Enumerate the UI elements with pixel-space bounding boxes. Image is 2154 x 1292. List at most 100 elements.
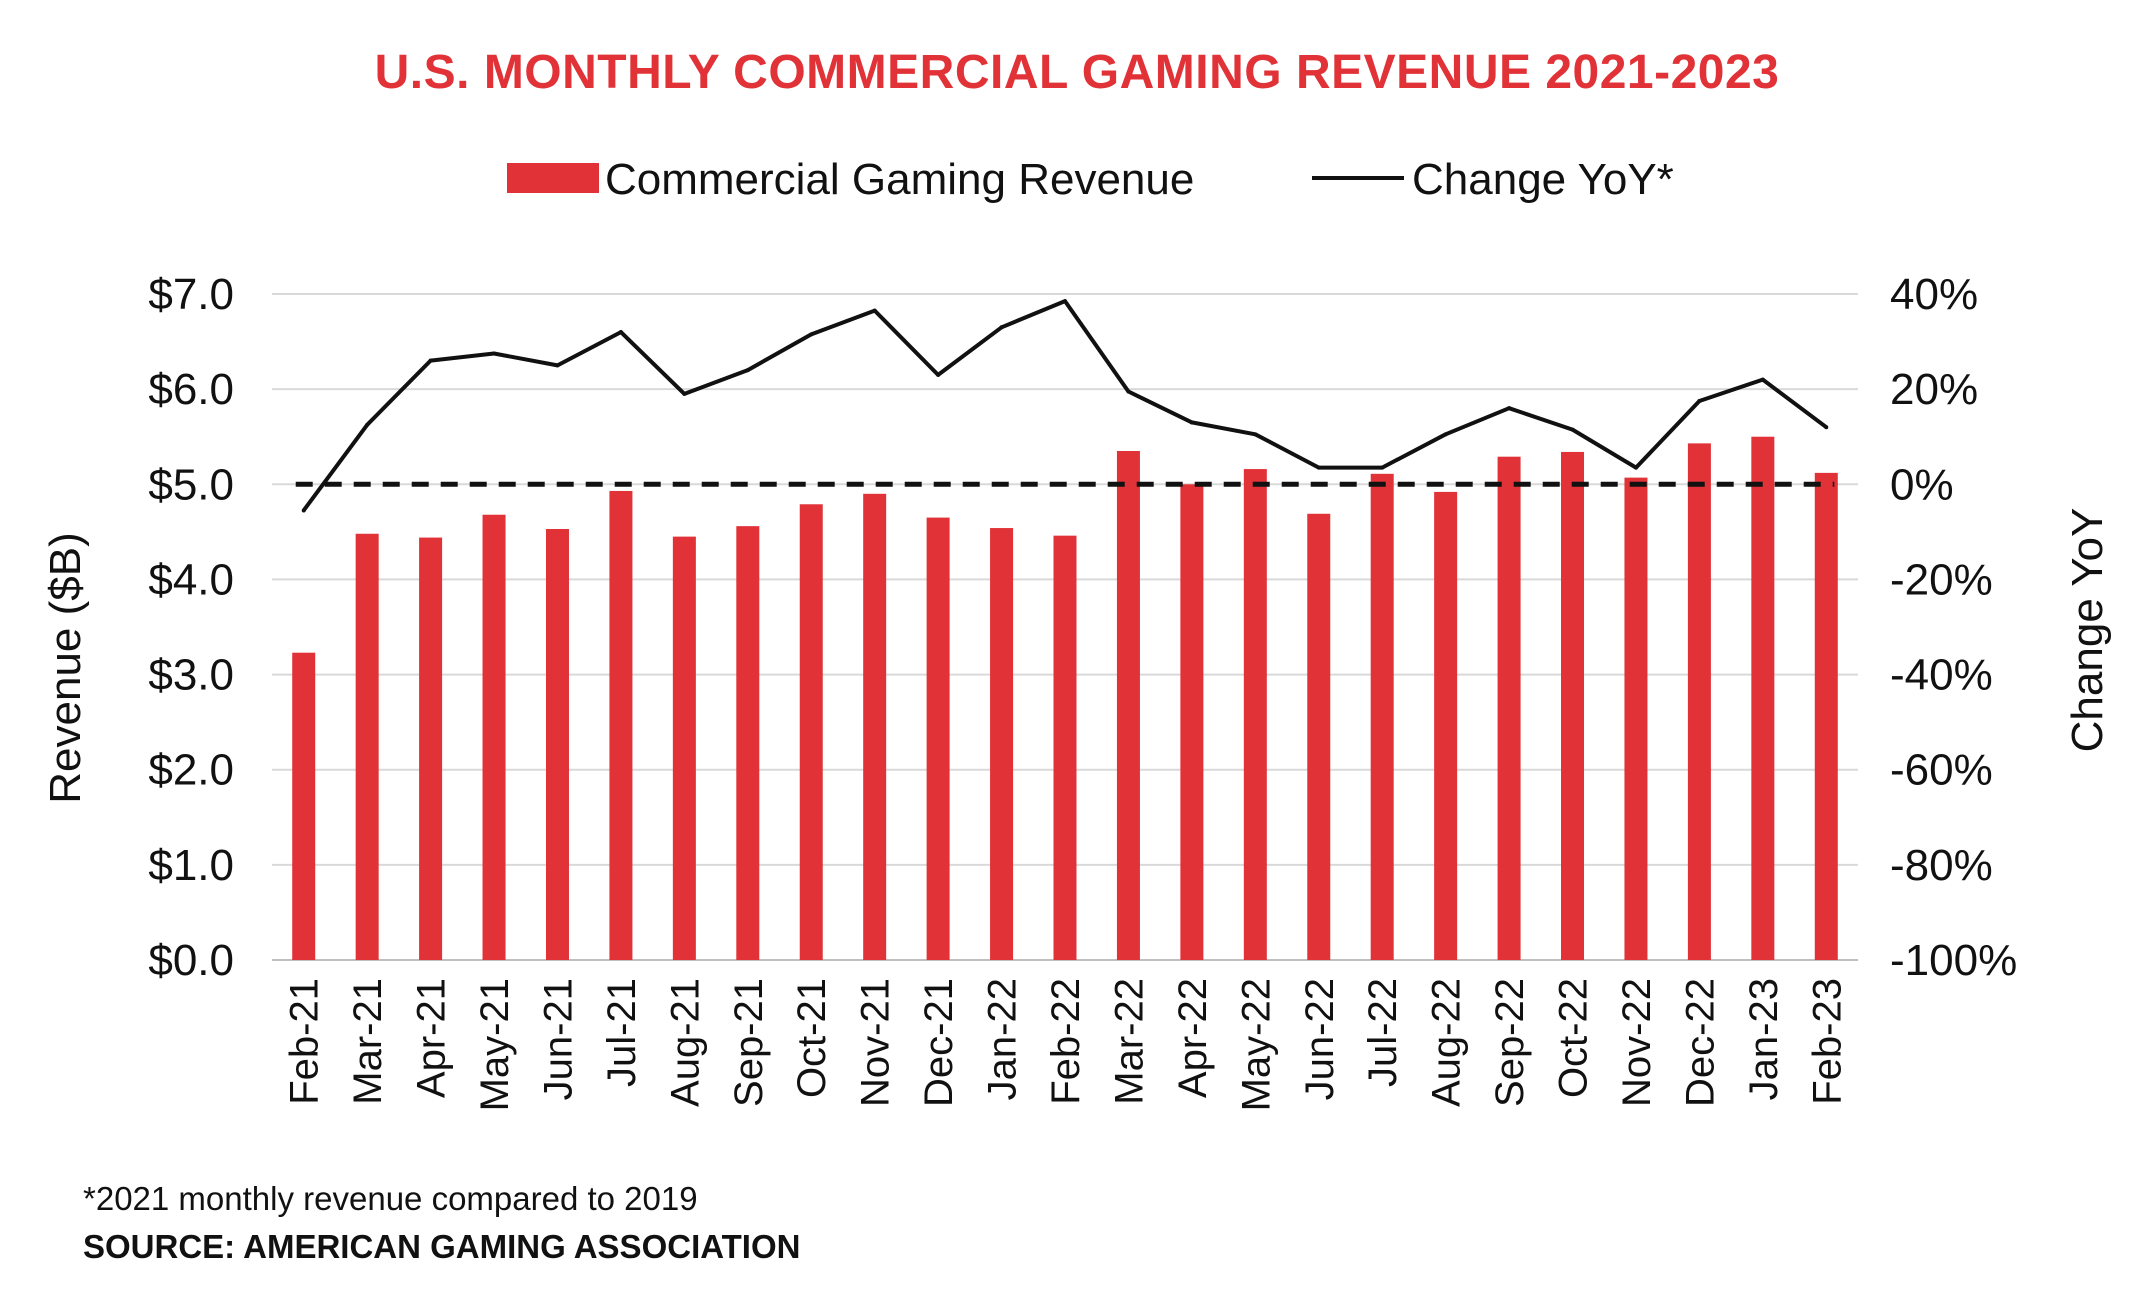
x-tick-label: Nov-22 (1615, 978, 1659, 1107)
left-axis-ticks: $0.0 $1.0 $2.0 $3.0 $4.0 $5.0 $6.0 $7.0 (148, 270, 234, 985)
x-tick-label: Feb-21 (283, 978, 327, 1105)
left-axis-title: Revenue ($B) (41, 532, 90, 803)
x-tick-label: May-22 (1234, 978, 1278, 1111)
yoy-point (936, 372, 941, 377)
x-tick-label: Jan-22 (981, 978, 1025, 1100)
x-tick-label: Oct-21 (790, 978, 834, 1098)
legend-label-line: Change YoY* (1412, 155, 1674, 204)
bar (1053, 535, 1077, 960)
yoy-point (618, 330, 623, 335)
yoy-point (1760, 377, 1765, 382)
right-tick-label: -20% (1890, 555, 1993, 604)
bar (736, 526, 760, 960)
footnote: *2021 monthly revenue compared to 2019 (83, 1180, 698, 1217)
bar (355, 533, 379, 960)
legend: Commercial Gaming Revenue Change YoY* (507, 155, 1674, 204)
x-tick-label: May-21 (473, 978, 517, 1111)
right-tick-label: -40% (1890, 651, 1993, 700)
yoy-point (745, 368, 750, 373)
right-tick-label: -60% (1890, 746, 1993, 795)
x-tick-label: Jul-21 (600, 978, 644, 1087)
x-tick-label: Mar-21 (346, 978, 390, 1105)
left-tick-label: $4.0 (148, 555, 234, 604)
source-note: SOURCE: AMERICAN GAMING ASSOCIATION (83, 1228, 800, 1265)
bar (1751, 436, 1775, 960)
bar (863, 493, 887, 960)
bar (1243, 469, 1267, 960)
x-tick-label: Dec-21 (917, 978, 961, 1107)
yoy-point (1316, 465, 1321, 470)
x-tick-label: Apr-22 (1171, 978, 1215, 1098)
yoy-point (1443, 432, 1448, 437)
bar (1497, 456, 1521, 960)
right-axis-ticks: -100% -80% -60% -40% -20% 0% 20% 40% (1890, 270, 2017, 985)
left-tick-label: $7.0 (148, 270, 234, 319)
x-tick-label: Jul-22 (1361, 978, 1405, 1087)
x-tick-label: Aug-22 (1425, 978, 1469, 1107)
right-tick-label: -100% (1890, 936, 2017, 985)
left-tick-label: $2.0 (148, 746, 234, 795)
left-tick-label: $1.0 (148, 841, 234, 890)
yoy-point (872, 308, 877, 313)
yoy-point (492, 351, 497, 356)
bar (419, 537, 443, 960)
yoy-point (809, 332, 814, 337)
bar (1116, 450, 1140, 960)
right-tick-label: 20% (1890, 365, 1978, 414)
bar (482, 514, 506, 960)
left-tick-label: $0.0 (148, 936, 234, 985)
bar (990, 528, 1014, 960)
bar (799, 504, 823, 960)
bar (1814, 472, 1838, 960)
right-tick-label: 0% (1890, 460, 1954, 509)
legend-label-bars: Commercial Gaming Revenue (605, 155, 1194, 204)
yoy-point (1697, 399, 1702, 404)
yoy-point (1824, 425, 1829, 430)
bar (1434, 491, 1458, 960)
x-tick-label: Jun-21 (536, 978, 580, 1100)
bar (1561, 451, 1585, 960)
yoy-line (302, 299, 1828, 512)
yoy-point (1253, 432, 1258, 437)
x-tick-label: Aug-21 (663, 978, 707, 1107)
chart-title: U.S. MONTHLY COMMERCIAL GAMING REVENUE 2… (375, 46, 1780, 99)
yoy-point (301, 508, 306, 513)
left-tick-label: $3.0 (148, 651, 234, 700)
legend-swatch-bars (507, 163, 599, 193)
left-tick-label: $5.0 (148, 460, 234, 509)
x-tick-label: Apr-21 (410, 978, 454, 1098)
x-tick-label: Jan-23 (1742, 978, 1786, 1100)
yoy-line-series (301, 299, 1829, 513)
bar (1307, 513, 1331, 960)
x-tick-label: Sep-21 (727, 978, 771, 1107)
bar (545, 529, 569, 960)
yoy-point (1126, 389, 1131, 394)
yoy-point (1063, 299, 1067, 304)
x-tick-label: Sep-22 (1488, 978, 1532, 1107)
bar (1370, 473, 1394, 960)
bar (926, 517, 950, 960)
x-tick-label: Feb-22 (1044, 978, 1088, 1105)
bar-series (292, 436, 1838, 961)
yoy-point (1633, 465, 1638, 470)
yoy-point (555, 363, 560, 368)
bar (1624, 477, 1648, 960)
bar (292, 652, 316, 960)
left-tick-label: $6.0 (148, 365, 234, 414)
yoy-point (365, 422, 370, 427)
bar (672, 536, 696, 960)
x-axis-ticks: Feb-21 Mar-21 Apr-21 May-21 Jun-21 Jul-21 Aug-… (283, 978, 1850, 1111)
x-tick-label: Jun-22 (1298, 978, 1342, 1100)
x-tick-label: Nov-21 (854, 978, 898, 1107)
bar (609, 490, 633, 960)
x-tick-label: Oct-22 (1552, 978, 1596, 1098)
bar (1180, 484, 1204, 960)
yoy-point (1380, 465, 1385, 470)
right-axis-title: Change YoY (2063, 508, 2112, 753)
yoy-point (1189, 420, 1194, 425)
yoy-point (428, 358, 433, 363)
x-tick-label: Mar-22 (1107, 978, 1151, 1105)
x-tick-label: Dec-22 (1678, 978, 1722, 1107)
x-tick-label: Feb-23 (1805, 978, 1849, 1105)
